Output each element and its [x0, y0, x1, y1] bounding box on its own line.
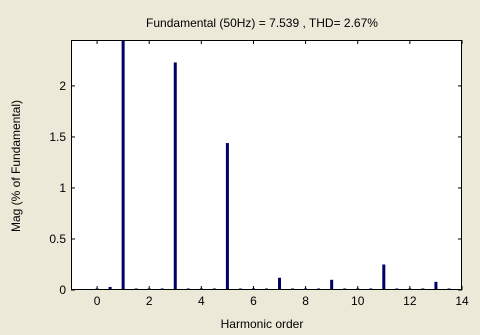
bar-x-13: [434, 281, 438, 290]
x-tick-label: 2: [146, 294, 153, 308]
chart-title: Fundamental (50Hz) = 7.539 , THD= 2.67%: [146, 16, 378, 30]
y-tick-label: 0: [59, 283, 66, 297]
bar-x-1: [121, 40, 125, 290]
bar-x-5: [225, 143, 229, 290]
y-tick-label: 2: [59, 79, 66, 93]
x-tick-label: 4: [198, 294, 205, 308]
plot-area: [71, 40, 462, 290]
y-tick-label: 0.5: [49, 232, 66, 246]
bar-x-7: [278, 277, 282, 290]
plot-frame: [71, 40, 462, 290]
x-tick-label: 8: [302, 294, 309, 308]
bar-x-11: [382, 264, 386, 290]
y-axis-ticks: 0 0.5 1 1.5 2: [49, 79, 462, 297]
bar-x-0_5: [108, 286, 112, 290]
bar-x-9: [330, 279, 334, 290]
x-axis-label: Harmonic order: [221, 317, 304, 331]
x-tick-label: 10: [351, 294, 365, 308]
y-tick-label: 1.5: [49, 130, 66, 144]
y-axis-label: Mag (% of Fundamental): [9, 100, 23, 232]
x-tick-label: 14: [455, 294, 469, 308]
x-tick-label: 0: [94, 294, 101, 308]
x-tick-label: 12: [403, 294, 417, 308]
y-tick-label: 1: [59, 181, 66, 195]
x-axis-ticks: 0 2 4 6 8 10 12 14: [94, 40, 469, 308]
bar-x-3: [173, 62, 177, 291]
x-tick-label: 6: [250, 294, 257, 308]
